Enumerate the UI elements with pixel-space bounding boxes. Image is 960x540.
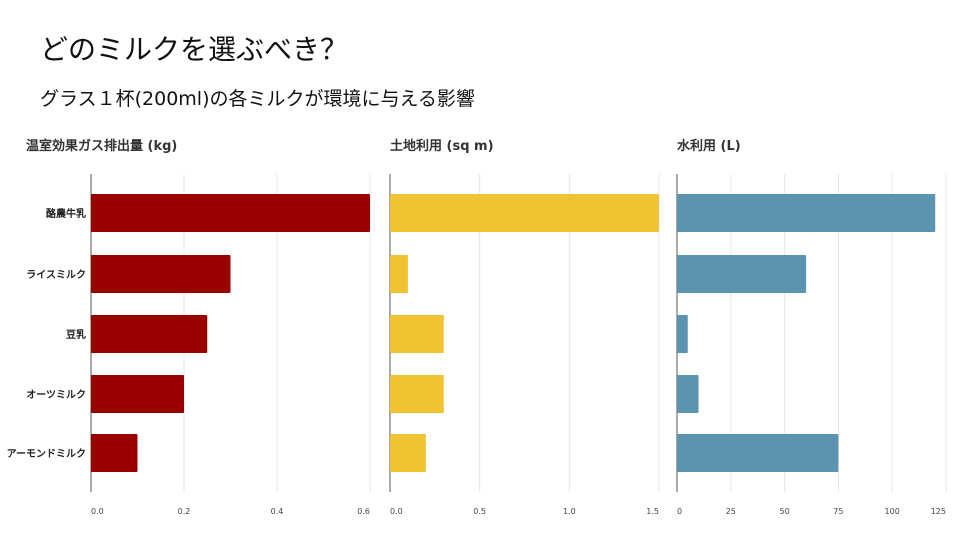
category-label: アーモンドミルク	[7, 448, 86, 460]
bar-豆乳	[390, 315, 444, 353]
bar-アーモンドミルク	[677, 434, 839, 472]
x-tick-label: 0	[677, 507, 682, 516]
category-label: ライスミルク	[26, 269, 86, 281]
chart-title-2: 土地利用 (sq m)	[390, 138, 494, 154]
chart-title-1: 温室効果ガス排出量 (kg)	[26, 138, 177, 154]
x-tick-label: 0.4	[271, 507, 284, 516]
bar-豆乳	[677, 315, 688, 353]
x-tick-label: 1.0	[563, 507, 576, 516]
category-label: オーツミルク	[26, 389, 86, 401]
x-tick-label: 0.0	[91, 507, 104, 516]
bar-ライスミルク	[390, 255, 408, 293]
bar-酪農牛乳	[677, 194, 936, 232]
x-tick-label: 1.5	[646, 507, 659, 516]
bar-アーモンドミルク	[390, 434, 426, 472]
bar-オーツミルク	[91, 375, 184, 413]
slide-subtitle: グラス１杯(200ml)の各ミルクが環境に与える影響	[40, 88, 475, 110]
bar-オーツミルク	[677, 375, 699, 413]
bar-ライスミルク	[91, 255, 231, 293]
bar-豆乳	[91, 315, 208, 353]
x-tick-label: 0.0	[390, 507, 403, 516]
chart-panel-1: 温室効果ガス排出量 (kg) 0.0 0.2 0.4 0.6 酪農牛乳ライスミルク豆乳オー…	[7, 138, 371, 516]
category-label: 豆乳	[66, 328, 86, 341]
x-tick-label: 100	[885, 507, 900, 516]
bar-アーモンドミルク	[91, 434, 138, 472]
x-tick-label: 0.2	[178, 507, 191, 516]
chart-title-3: 水利用 (L)	[677, 138, 741, 154]
chart-panel-2: 土地利用 (sq m) 0.0 0.5 1.0 1.5	[389, 138, 660, 516]
bar-酪農牛乳	[390, 194, 659, 232]
bar-オーツミルク	[390, 375, 444, 413]
x-tick-label: 75	[833, 507, 843, 516]
x-tick-label: 25	[726, 507, 736, 516]
category-label: 酪農牛乳	[46, 207, 86, 220]
x-tick-label: 125	[931, 507, 946, 516]
bar-酪農牛乳	[91, 194, 370, 232]
bar-ライスミルク	[677, 255, 807, 293]
x-tick-label: 0.6	[357, 507, 370, 516]
x-tick-label: 0.5	[473, 507, 486, 516]
slide-title: どのミルクを選ぶべき？	[40, 33, 349, 66]
x-tick-label: 50	[780, 507, 790, 516]
chart-panel-3: 水利用 (L) 0 25 50 75 100 125	[676, 138, 947, 516]
